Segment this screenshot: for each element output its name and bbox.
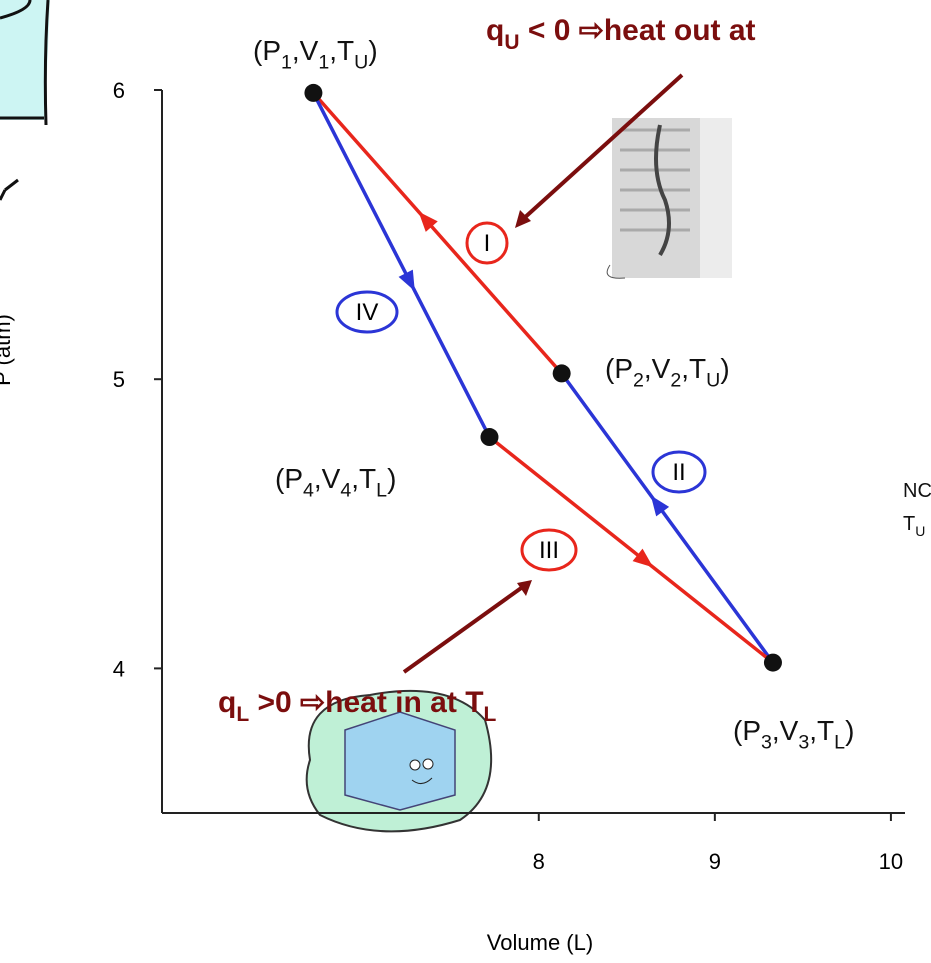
label-text: >0 ⇨heat in at T — [249, 686, 483, 719]
subscript: 1 — [318, 51, 329, 73]
chart: P (atm) Volume (L) 4568910IIIIIIIV(P1,V1… — [0, 0, 931, 963]
label-text: ) — [368, 35, 377, 66]
label: (P2,V2,TU) — [605, 353, 730, 391]
y-axis-label: P (atm) — [0, 314, 15, 386]
subscript: 3 — [761, 731, 772, 753]
label-text: ,T — [809, 715, 834, 746]
sketch — [0, 0, 50, 120]
series-line — [313, 93, 561, 374]
x-tick-label: 10 — [879, 849, 903, 874]
label-text: (P — [733, 715, 761, 746]
process-label: III — [539, 537, 559, 564]
label-text: ,T — [681, 353, 706, 384]
label-text: < 0 ⇨heat out at — [520, 14, 756, 47]
x-axis-label: Volume (L) — [487, 930, 593, 955]
label-text: ,V — [292, 35, 319, 66]
label-text: q — [218, 686, 236, 719]
label-text: T — [903, 513, 915, 535]
label-text: q — [486, 14, 504, 47]
label-text: NC — [903, 480, 931, 502]
state-point — [304, 84, 322, 102]
label: (P1,V1,TU) — [253, 35, 378, 73]
state-point — [764, 654, 782, 672]
subscript: L — [236, 703, 249, 726]
subscript: U — [504, 31, 519, 54]
y-tick-label: 4 — [113, 656, 125, 681]
label-text: ,V — [644, 353, 671, 384]
state-point — [553, 364, 571, 382]
body: P (atm) Volume (L) 4568910IIIIIIIV(P1,V1… — [0, 0, 931, 963]
y-tick-label: 6 — [113, 78, 125, 103]
label-text: (P — [275, 463, 303, 494]
label-text: ) — [720, 353, 729, 384]
label-text: ) — [387, 463, 396, 494]
subscript: 1 — [281, 51, 292, 73]
x-tick-label: 8 — [533, 849, 545, 874]
x-tick-label: 9 — [709, 849, 721, 874]
label-text: ,T — [351, 463, 376, 494]
label-text: ,V — [314, 463, 341, 494]
y-tick-label: 5 — [113, 367, 125, 392]
label-text: ,T — [329, 35, 354, 66]
subscript: L — [376, 479, 387, 501]
subscript: 4 — [303, 479, 314, 501]
subscript: 3 — [798, 731, 809, 753]
subscript: 4 — [340, 479, 351, 501]
label: TU — [903, 513, 925, 539]
label: qU < 0 ⇨heat out at — [486, 14, 756, 54]
label-text: ,V — [772, 715, 799, 746]
subscript: U — [706, 369, 720, 391]
page: {"chart_data": {"type": "line", "x_label… — [0, 0, 931, 963]
process-label: I — [484, 230, 491, 257]
label-text: (P — [605, 353, 633, 384]
label: (P3,V3,TL) — [733, 715, 854, 753]
label-text: ) — [845, 715, 854, 746]
subscript: U — [354, 51, 368, 73]
subscript: L — [484, 703, 497, 726]
state-point — [480, 428, 498, 446]
label: NC — [903, 480, 931, 502]
subscript: L — [834, 731, 845, 753]
callout-arrow — [404, 586, 524, 672]
label: (P4,V4,TL) — [275, 463, 396, 501]
direction-arrow — [399, 270, 422, 295]
subscript: 2 — [670, 369, 681, 391]
series-line — [313, 93, 489, 437]
process-label: IV — [356, 299, 379, 326]
label-text: (P — [253, 35, 281, 66]
subscript: U — [915, 523, 925, 539]
process-label: II — [672, 459, 685, 486]
fridge-image — [607, 118, 732, 278]
subscript: 2 — [633, 369, 644, 391]
